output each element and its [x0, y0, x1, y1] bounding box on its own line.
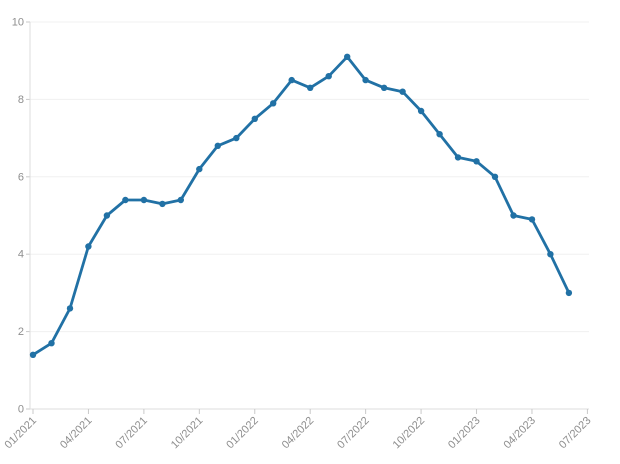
data-point-marker	[177, 196, 184, 204]
data-point-marker	[380, 84, 388, 92]
y-tick-label: 6	[18, 171, 24, 183]
data-point-marker	[417, 107, 425, 115]
data-point-marker	[85, 243, 92, 250]
x-tick-label: 04/2021	[58, 415, 95, 452]
data-point-marker	[66, 305, 74, 312]
x-tick-label: 01/2023	[446, 415, 483, 452]
data-point-marker	[547, 251, 554, 258]
data-point-marker	[140, 196, 148, 204]
y-tick-label: 0	[18, 404, 24, 416]
data-point-marker	[436, 131, 443, 138]
x-tick-label: 04/2022	[280, 415, 317, 452]
x-tick-label: 04/2023	[501, 415, 538, 452]
data-point-marker	[251, 115, 258, 123]
data-point-marker	[528, 216, 536, 223]
data-point-marker	[399, 88, 406, 95]
x-tick-label: 07/2021	[113, 415, 150, 452]
data-point-marker	[362, 76, 369, 84]
data-point-marker	[233, 134, 240, 142]
series-line	[31, 55, 571, 357]
data-point-marker	[159, 200, 166, 208]
data-point-marker	[307, 84, 314, 92]
data-point-marker	[29, 351, 37, 358]
data-point-marker	[214, 142, 221, 149]
x-tick-label: 01/2022	[224, 415, 261, 452]
data-point-marker	[454, 154, 462, 161]
data-point-marker	[510, 212, 517, 219]
data-point-marker	[565, 289, 573, 297]
data-point-marker	[473, 158, 480, 165]
y-tick-label: 2	[18, 326, 24, 338]
y-tick-label: 8	[18, 94, 24, 106]
data-point-marker	[48, 340, 55, 347]
data-point-marker	[196, 165, 203, 173]
data-point-marker	[288, 76, 295, 84]
data-point-marker	[103, 212, 111, 219]
x-tick-label: 10/2021	[169, 415, 206, 452]
x-tick-label: 10/2022	[391, 415, 428, 452]
data-point-marker	[491, 173, 499, 180]
data-point-marker	[122, 196, 129, 204]
y-tick-label: 10	[12, 17, 24, 29]
data-point-marker	[270, 100, 277, 107]
y-tick-label: 4	[18, 249, 24, 261]
x-tick-label: 07/2023	[557, 415, 594, 452]
data-point-marker	[325, 73, 332, 80]
x-tick-label: 07/2022	[335, 415, 372, 452]
data-point-marker	[344, 53, 351, 60]
x-tick-label: 01/2021	[3, 415, 40, 452]
